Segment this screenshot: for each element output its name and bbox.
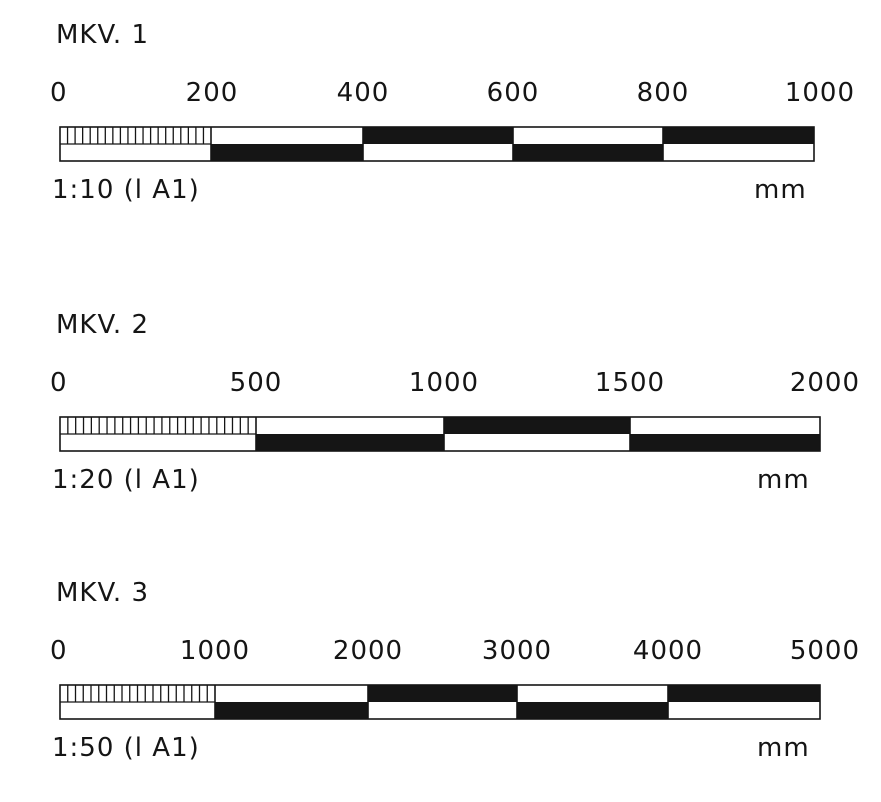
scale-segment-dark <box>444 417 630 434</box>
scale-segment-dark <box>668 685 820 702</box>
scale-bar-2: MKV. 2 0 500 1000 1500 2000 1:20 (l A1) … <box>0 310 881 510</box>
tick-label: 0 <box>50 78 68 108</box>
unit-label: mm <box>754 175 807 205</box>
scale-bar-3: MKV. 3 0 1000 2000 3000 4000 5000 1:50 (… <box>0 578 881 778</box>
scale-segment-dark <box>363 127 513 144</box>
tick-label: 800 <box>636 78 690 108</box>
scale-title: MKV. 3 <box>56 578 149 608</box>
tick-label: 4000 <box>632 636 704 666</box>
scale-segment-dark <box>211 144 363 161</box>
tick-label: 3000 <box>481 636 553 666</box>
scale-title: MKV. 2 <box>56 310 149 340</box>
scale-bar-graphic <box>59 684 821 720</box>
scale-outline <box>59 126 815 162</box>
tick-label: 1000 <box>408 368 480 398</box>
scale-outline <box>59 416 821 452</box>
tick-label: 1000 <box>179 636 251 666</box>
tick-label: 1000 <box>784 78 855 108</box>
tick-label: 600 <box>486 78 540 108</box>
tick-label: 200 <box>185 78 239 108</box>
scale-segment-dark <box>368 685 517 702</box>
scale-ratio: 1:50 (l A1) <box>52 733 200 763</box>
scale-segment-dark <box>513 144 663 161</box>
unit-label: mm <box>757 733 810 763</box>
unit-label: mm <box>757 465 810 495</box>
tick-label: 400 <box>336 78 390 108</box>
scale-ratio: 1:10 (l A1) <box>52 175 200 205</box>
scale-bar-1: MKV. 1 0 200 400 600 800 1000 1:10 (l A1… <box>0 20 881 220</box>
scale-segment-dark <box>630 434 820 451</box>
scale-segment-dark <box>215 702 368 719</box>
tick-label: 5000 <box>789 636 860 666</box>
tick-label: 0 <box>50 636 68 666</box>
tick-label: 0 <box>50 368 68 398</box>
scale-segment-dark <box>256 434 444 451</box>
scale-segment-dark <box>517 702 668 719</box>
tick-label: 1500 <box>594 368 666 398</box>
scale-ratio: 1:20 (l A1) <box>52 465 200 495</box>
scale-segment-dark <box>663 127 814 144</box>
scale-title: MKV. 1 <box>56 20 149 50</box>
tick-label: 500 <box>229 368 283 398</box>
scale-bar-graphic <box>59 126 815 162</box>
tick-label: 2000 <box>332 636 404 666</box>
scale-outline <box>59 684 821 720</box>
tick-label: 2000 <box>789 368 860 398</box>
scale-bar-graphic <box>59 416 821 452</box>
